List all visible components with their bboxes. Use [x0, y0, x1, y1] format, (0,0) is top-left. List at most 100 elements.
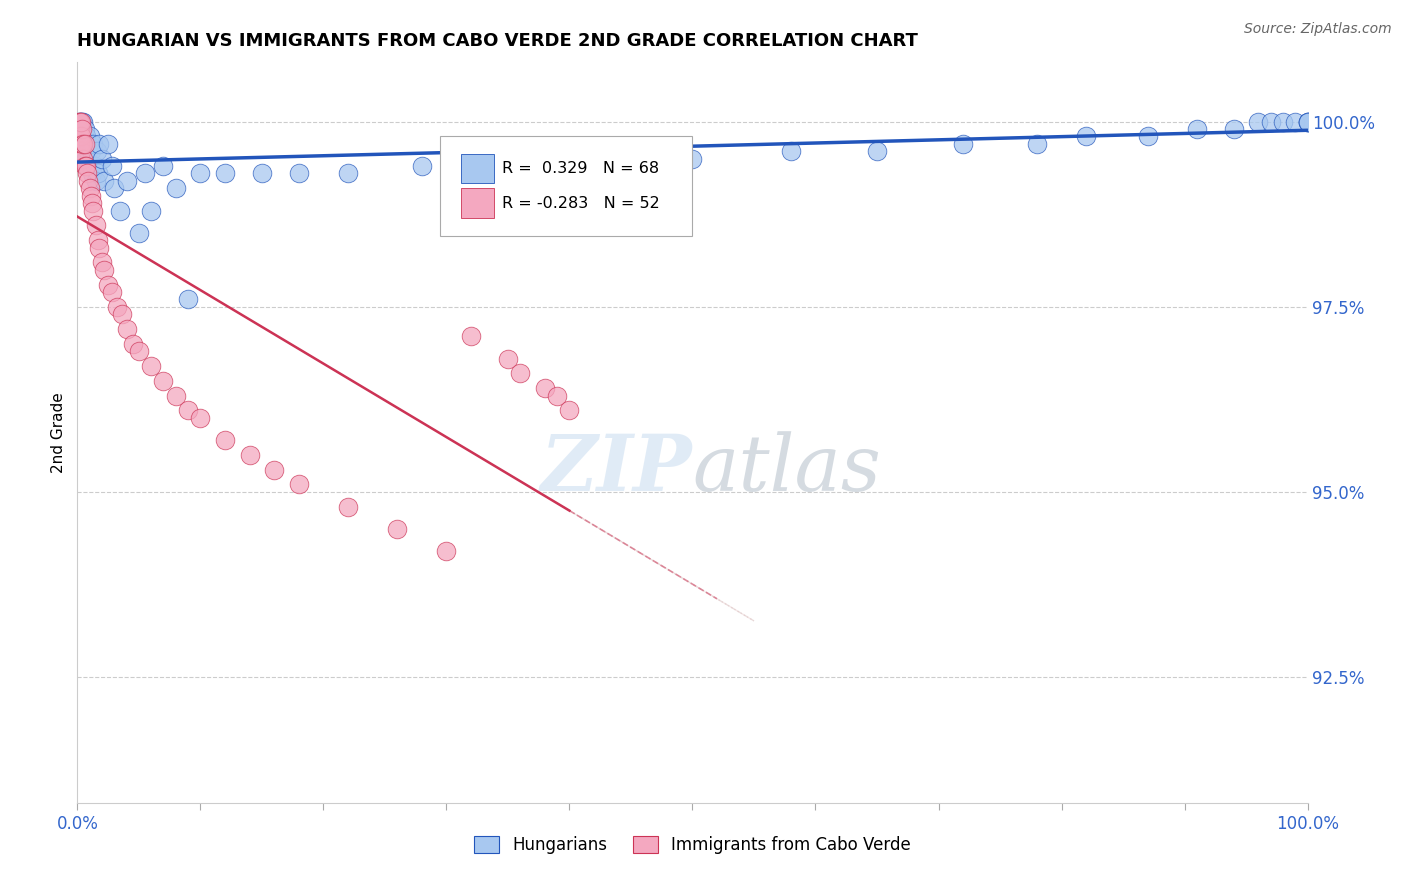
Point — [165, 389, 187, 403]
Point — [69, 122, 91, 136]
Point — [952, 136, 974, 151]
Point — [214, 433, 236, 447]
Point — [110, 203, 132, 218]
Point — [89, 136, 111, 151]
Point — [70, 129, 93, 144]
Point — [263, 463, 285, 477]
Point — [77, 174, 100, 188]
Point — [111, 307, 132, 321]
Point — [69, 136, 91, 151]
FancyBboxPatch shape — [440, 136, 693, 236]
Point — [1296, 114, 1319, 128]
Point — [82, 196, 104, 211]
Point — [70, 145, 93, 159]
Point — [1296, 114, 1319, 128]
Point — [134, 167, 156, 181]
Point — [288, 167, 311, 181]
Point — [90, 152, 114, 166]
Point — [69, 114, 91, 128]
Point — [152, 374, 174, 388]
Point — [67, 122, 90, 136]
Point — [558, 403, 581, 417]
Point — [177, 293, 200, 307]
Y-axis label: 2nd Grade: 2nd Grade — [51, 392, 66, 473]
Point — [72, 152, 94, 166]
Point — [82, 203, 104, 218]
Point — [79, 181, 101, 195]
Point — [67, 114, 90, 128]
Point — [75, 129, 97, 144]
Point — [70, 145, 93, 159]
Point — [411, 159, 433, 173]
Point — [72, 114, 94, 128]
Text: HUNGARIAN VS IMMIGRANTS FROM CABO VERDE 2ND GRADE CORRELATION CHART: HUNGARIAN VS IMMIGRANTS FROM CABO VERDE … — [77, 32, 918, 50]
Point — [79, 159, 101, 173]
Text: Source: ZipAtlas.com: Source: ZipAtlas.com — [1244, 22, 1392, 37]
Point — [97, 277, 120, 292]
Point — [69, 114, 91, 128]
Point — [67, 114, 90, 128]
Point — [76, 136, 98, 151]
Point — [87, 167, 110, 181]
Point — [1260, 114, 1282, 128]
Point — [103, 181, 125, 195]
Point — [583, 152, 606, 166]
Point — [93, 174, 115, 188]
Point — [93, 262, 115, 277]
Point — [101, 285, 124, 299]
Point — [73, 159, 96, 173]
Point — [89, 241, 111, 255]
Legend: Hungarians, Immigrants from Cabo Verde: Hungarians, Immigrants from Cabo Verde — [468, 830, 917, 861]
Point — [496, 159, 519, 173]
Point — [1284, 114, 1306, 128]
Point — [1296, 114, 1319, 128]
Point — [128, 226, 150, 240]
Point — [69, 136, 91, 151]
Text: atlas: atlas — [693, 432, 882, 508]
Point — [70, 114, 93, 128]
Point — [1247, 114, 1270, 128]
Point — [75, 152, 97, 166]
Point — [250, 167, 273, 181]
Point — [84, 174, 107, 188]
Point — [141, 203, 163, 218]
Point — [546, 389, 568, 403]
Point — [84, 219, 107, 233]
Point — [1272, 114, 1295, 128]
Point — [82, 167, 104, 181]
Point — [70, 114, 93, 128]
Point — [866, 145, 889, 159]
Point — [152, 159, 174, 173]
Point — [87, 233, 110, 247]
Point — [496, 351, 519, 366]
Point — [72, 136, 94, 151]
Point — [165, 181, 187, 195]
Point — [90, 255, 114, 269]
Point — [69, 122, 91, 136]
Point — [177, 403, 200, 417]
Point — [288, 477, 311, 491]
Point — [682, 152, 704, 166]
Point — [460, 329, 482, 343]
FancyBboxPatch shape — [461, 153, 495, 183]
Point — [73, 122, 96, 136]
Text: ZIP: ZIP — [541, 432, 693, 508]
Point — [1223, 122, 1246, 136]
Point — [128, 344, 150, 359]
Point — [67, 122, 90, 136]
Point — [1076, 129, 1098, 144]
Point — [534, 381, 557, 395]
Point — [1136, 129, 1159, 144]
Point — [73, 145, 96, 159]
Point — [86, 145, 108, 159]
Point — [76, 167, 98, 181]
Point — [67, 129, 90, 144]
Point — [70, 114, 93, 128]
Text: R = -0.283   N = 52: R = -0.283 N = 52 — [502, 195, 659, 211]
Point — [509, 367, 531, 381]
Point — [76, 159, 98, 173]
Point — [97, 136, 120, 151]
Point — [82, 136, 104, 151]
Point — [780, 145, 803, 159]
Point — [115, 174, 138, 188]
